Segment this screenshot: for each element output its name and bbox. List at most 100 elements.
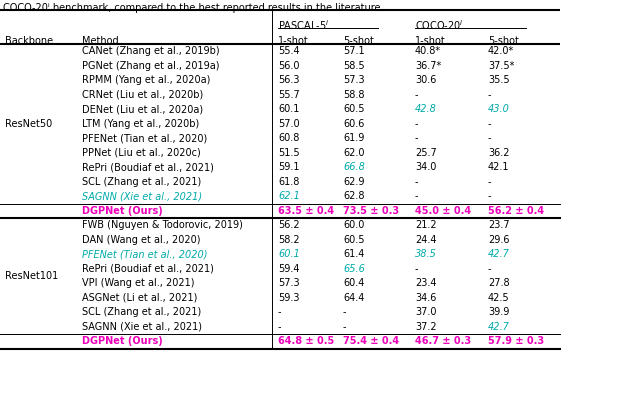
Text: -: - (488, 133, 492, 143)
Text: 1-shot: 1-shot (415, 36, 445, 46)
Text: DGPNet (Ours): DGPNet (Ours) (82, 206, 163, 216)
Text: 75.4 ± 0.4: 75.4 ± 0.4 (343, 336, 399, 346)
Text: ResNet101: ResNet101 (5, 271, 58, 281)
Text: 34.6: 34.6 (415, 293, 436, 303)
Text: 62.0: 62.0 (343, 148, 365, 158)
Text: PASCAL-5$^i$: PASCAL-5$^i$ (278, 18, 330, 32)
Text: DENet (Liu et al., 2020a): DENet (Liu et al., 2020a) (82, 104, 203, 114)
Text: 60.5: 60.5 (343, 235, 365, 245)
Text: 65.6: 65.6 (343, 264, 365, 274)
Text: 60.5: 60.5 (343, 104, 365, 114)
Text: -: - (278, 307, 282, 317)
Text: 34.0: 34.0 (415, 162, 436, 172)
Text: 5-shot: 5-shot (343, 36, 374, 46)
Text: -: - (488, 264, 492, 274)
Text: 62.1: 62.1 (278, 191, 300, 201)
Text: 37.2: 37.2 (415, 322, 436, 332)
Text: RePri (Boudiaf et al., 2021): RePri (Boudiaf et al., 2021) (82, 264, 214, 274)
Text: 23.7: 23.7 (488, 220, 509, 230)
Text: -: - (415, 264, 419, 274)
Text: 1-shot: 1-shot (278, 36, 308, 46)
Text: DAN (Wang et al., 2020): DAN (Wang et al., 2020) (82, 235, 200, 245)
Text: 57.3: 57.3 (343, 75, 365, 85)
Text: 37.5*: 37.5* (488, 61, 515, 71)
Text: PPNet (Liu et al., 2020c): PPNet (Liu et al., 2020c) (82, 148, 201, 158)
Text: CANet (Zhang et al., 2019b): CANet (Zhang et al., 2019b) (82, 46, 220, 56)
Text: COCO-20$^i$: COCO-20$^i$ (415, 18, 464, 32)
Text: COCO-20ⁱ benchmark, compared to the best reported results in the literature.: COCO-20ⁱ benchmark, compared to the best… (3, 3, 383, 13)
Text: 60.6: 60.6 (343, 119, 364, 129)
Text: ASGNet (Li et al., 2021): ASGNet (Li et al., 2021) (82, 293, 197, 303)
Text: 56.0: 56.0 (278, 61, 300, 71)
Text: -: - (415, 191, 419, 201)
Text: Backbone: Backbone (5, 36, 53, 46)
Text: 55.7: 55.7 (278, 90, 300, 100)
Text: 40.8*: 40.8* (415, 46, 441, 56)
Text: 24.4: 24.4 (415, 235, 436, 245)
Text: 60.0: 60.0 (343, 220, 364, 230)
Text: 43.0: 43.0 (488, 104, 510, 114)
Text: RePri (Boudiaf et al., 2021): RePri (Boudiaf et al., 2021) (82, 162, 214, 172)
Text: 64.8 ± 0.5: 64.8 ± 0.5 (278, 336, 334, 346)
Text: VPI (Wang et al., 2021): VPI (Wang et al., 2021) (82, 278, 195, 288)
Text: 58.8: 58.8 (343, 90, 365, 100)
Text: -: - (415, 90, 419, 100)
Text: SAGNN (Xie et al., 2021): SAGNN (Xie et al., 2021) (82, 191, 202, 201)
Text: 56.2 ± 0.4: 56.2 ± 0.4 (488, 206, 544, 216)
Text: FWB (Nguyen & Todorovic, 2019): FWB (Nguyen & Todorovic, 2019) (82, 220, 243, 230)
Text: 59.3: 59.3 (278, 293, 300, 303)
Text: 35.5: 35.5 (488, 75, 509, 85)
Text: 62.8: 62.8 (343, 191, 365, 201)
Text: 36.2: 36.2 (488, 148, 509, 158)
Text: 42.7: 42.7 (488, 249, 510, 259)
Text: 60.1: 60.1 (278, 249, 300, 259)
Text: -: - (415, 133, 419, 143)
Text: 57.0: 57.0 (278, 119, 300, 129)
Text: 36.7*: 36.7* (415, 61, 441, 71)
Text: 60.4: 60.4 (343, 278, 364, 288)
Text: -: - (343, 322, 346, 332)
Text: 46.7 ± 0.3: 46.7 ± 0.3 (415, 336, 471, 346)
Text: ResNet50: ResNet50 (5, 119, 52, 129)
Text: -: - (278, 322, 282, 332)
Text: 57.3: 57.3 (278, 278, 300, 288)
Text: 42.0*: 42.0* (488, 46, 515, 56)
Text: 57.1: 57.1 (343, 46, 365, 56)
Text: 73.5 ± 0.3: 73.5 ± 0.3 (343, 206, 399, 216)
Text: 56.3: 56.3 (278, 75, 300, 85)
Text: 29.6: 29.6 (488, 235, 509, 245)
Text: 59.4: 59.4 (278, 264, 300, 274)
Text: 42.1: 42.1 (488, 162, 509, 172)
Text: 38.5: 38.5 (415, 249, 437, 259)
Text: 64.4: 64.4 (343, 293, 364, 303)
Text: 23.4: 23.4 (415, 278, 436, 288)
Text: 51.5: 51.5 (278, 148, 300, 158)
Text: 56.2: 56.2 (278, 220, 300, 230)
Text: 57.9 ± 0.3: 57.9 ± 0.3 (488, 336, 544, 346)
Text: DGPNet (Ours): DGPNet (Ours) (82, 336, 163, 346)
Text: -: - (343, 307, 346, 317)
Text: SAGNN (Xie et al., 2021): SAGNN (Xie et al., 2021) (82, 322, 202, 332)
Text: -: - (488, 119, 492, 129)
Text: PFENet (Tian et al., 2020): PFENet (Tian et al., 2020) (82, 133, 207, 143)
Text: -: - (415, 177, 419, 187)
Text: 60.1: 60.1 (278, 104, 300, 114)
Text: PGNet (Zhang et al., 2019a): PGNet (Zhang et al., 2019a) (82, 61, 220, 71)
Text: 55.4: 55.4 (278, 46, 300, 56)
Text: 21.2: 21.2 (415, 220, 436, 230)
Text: 59.1: 59.1 (278, 162, 300, 172)
Text: Method: Method (82, 36, 118, 46)
Text: 37.0: 37.0 (415, 307, 436, 317)
Text: 30.6: 30.6 (415, 75, 436, 85)
Text: SCL (Zhang et al., 2021): SCL (Zhang et al., 2021) (82, 307, 201, 317)
Text: CRNet (Liu et al., 2020b): CRNet (Liu et al., 2020b) (82, 90, 204, 100)
Text: 63.5 ± 0.4: 63.5 ± 0.4 (278, 206, 334, 216)
Text: 60.8: 60.8 (278, 133, 300, 143)
Text: PFENet (Tian et al., 2020): PFENet (Tian et al., 2020) (82, 249, 207, 259)
Text: 58.5: 58.5 (343, 61, 365, 71)
Text: 42.8: 42.8 (415, 104, 437, 114)
Text: -: - (488, 90, 492, 100)
Text: 39.9: 39.9 (488, 307, 509, 317)
Text: -: - (488, 177, 492, 187)
Text: LTM (Yang et al., 2020b): LTM (Yang et al., 2020b) (82, 119, 199, 129)
